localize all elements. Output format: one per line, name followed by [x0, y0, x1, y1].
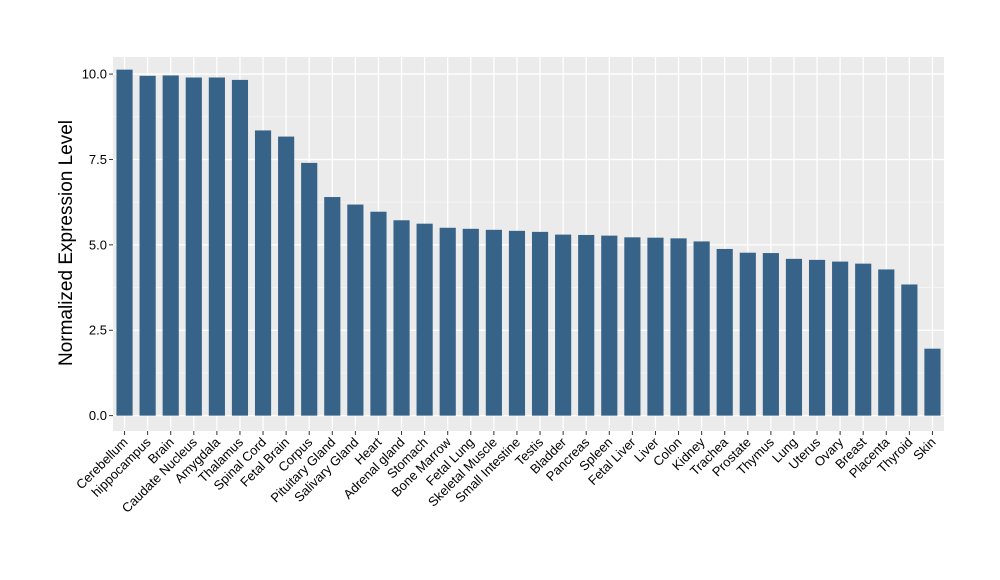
y-tick-label: 7.5 — [89, 152, 107, 167]
bar-fetal-lung — [462, 228, 479, 416]
y-tick-label: 10.0 — [82, 67, 107, 82]
bar-thalamus — [231, 79, 249, 416]
bar-bone-marrow — [439, 227, 456, 416]
bar-amygdala — [208, 77, 225, 416]
y-axis: 0.0 2.5 5.0 7.5 10.0 — [82, 67, 113, 423]
y-tick-label: 0.0 — [89, 408, 107, 423]
bar-corpus — [301, 162, 318, 416]
bar-placenta — [878, 269, 895, 416]
bar-liver — [647, 237, 664, 416]
bar-salivary-gland — [347, 204, 364, 416]
plot-panel — [113, 57, 944, 431]
bar-kidney — [693, 241, 710, 416]
bars — [116, 69, 941, 416]
y-tick-label: 2.5 — [89, 323, 107, 338]
y-axis-title: Normalized Expression Level — [56, 120, 77, 366]
bar-fetal-liver — [624, 237, 641, 416]
bar-hippocampus — [139, 75, 156, 416]
bar-skin — [924, 348, 941, 416]
bar-skeletal-muscle — [485, 229, 502, 416]
bar-thyroid — [901, 284, 918, 416]
bar-uterus — [808, 259, 826, 416]
bar-ovary — [832, 261, 849, 416]
bar-pancreas — [578, 234, 595, 416]
y-tick-label: 5.0 — [89, 237, 107, 252]
bar-small-intestine — [508, 230, 526, 416]
bar-spleen — [601, 235, 618, 416]
bar-lung — [785, 258, 803, 416]
bar-bladder — [555, 234, 572, 416]
bar-prostate — [739, 252, 756, 416]
bar-spinal-cord — [254, 130, 272, 416]
grid-minor — [113, 116, 944, 374]
bar-thymus — [762, 253, 779, 416]
bar-pituitary-gland — [324, 197, 341, 416]
bar-brain — [162, 75, 179, 416]
bar-colon — [670, 238, 687, 416]
bar-testis — [531, 231, 549, 416]
bar-trachea — [716, 248, 733, 416]
bar-breast — [855, 263, 872, 416]
bar-cerebellum — [116, 69, 133, 416]
bar-caudate-nucleus — [185, 77, 202, 416]
bar-stomach — [416, 223, 433, 416]
bar-heart — [370, 211, 387, 416]
bar-adrenal-gland — [393, 220, 410, 416]
bar-fetal-brain — [278, 136, 295, 416]
